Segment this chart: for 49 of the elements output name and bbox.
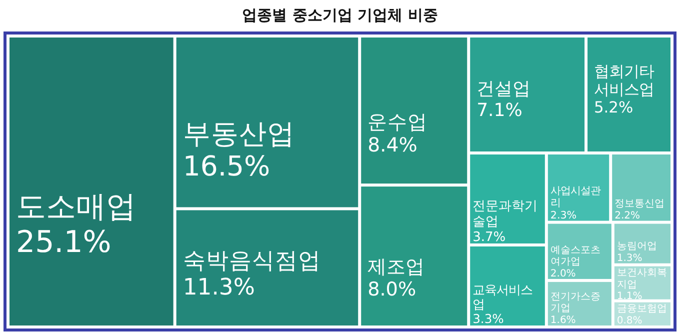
category-label: 제조업 <box>368 255 425 278</box>
data-label: 2.2% <box>614 210 640 222</box>
category-label: 사업시설관리 <box>550 185 600 210</box>
category-label: 정보통신업 <box>614 198 665 210</box>
cell: 도소매업 25.1% <box>10 38 174 326</box>
category-label: 전문과학기술업 <box>472 199 538 230</box>
category-label: 전기가스증기업 <box>550 291 600 314</box>
cell: 숙박음식점업 11.3% <box>176 210 358 326</box>
cell: 예술스포츠여가업 2.0% <box>548 224 612 280</box>
cell: 농림어업 1.3% <box>614 224 670 264</box>
cell: 부동산업 16.5% <box>176 38 358 208</box>
data-label: 3.3% <box>472 312 504 326</box>
category-label: 부동산업 <box>182 118 295 150</box>
category-label: 숙박음식점업 <box>182 248 321 274</box>
cell: 교육서비스업 3.3% <box>470 246 545 326</box>
cell: 협회기타서비스업 5.2% <box>588 38 670 152</box>
cell: 금융보험업 0.8% <box>614 302 670 326</box>
cell: 운수업 8.4% <box>361 38 468 184</box>
data-label: 5.2% <box>594 98 634 117</box>
category-label: 교육서비스업 <box>472 282 533 312</box>
category-label: 건설업 <box>476 78 531 100</box>
data-label: 25.1% <box>16 224 112 260</box>
cell: 보건사회복지업 1.1% <box>614 266 670 302</box>
data-label: 1.6% <box>550 315 576 326</box>
data-label: 7.1% <box>476 100 522 121</box>
data-label: 8.0% <box>368 278 416 301</box>
data-label: 16.5% <box>182 150 270 183</box>
data-label: 2.0% <box>550 268 576 280</box>
cell: 전문과학기술업 3.7% <box>470 154 545 245</box>
data-label: 0.8% <box>616 315 642 326</box>
category-label: 운수업 <box>368 110 428 134</box>
text: 업종별 중소기업 기업체 비중 <box>242 6 438 24</box>
category-label: 도소매업 <box>16 189 136 224</box>
data-label: 2.3% <box>550 209 577 222</box>
data-label: 11.3% <box>182 274 255 301</box>
cell: 제조업 8.0% <box>361 186 468 326</box>
data-label: 8.4% <box>368 134 418 157</box>
category-label: 예술스포츠여가업 <box>550 244 600 268</box>
cell: 정보통신업 2.2% <box>612 154 670 222</box>
category-label: 보건사회복지업 <box>616 268 667 290</box>
category-label: 농림어업 <box>616 241 657 252</box>
cell: 전기가스증기업 1.6% <box>548 282 612 326</box>
cell: 건설업 7.1% <box>470 38 585 152</box>
data-label: 1.3% <box>616 252 642 264</box>
cell: 사업시설관리 2.3% <box>548 154 610 222</box>
data-label: 3.7% <box>472 230 506 245</box>
category-label: 협회기타서비스업 <box>594 62 654 98</box>
data-label: 1.1% <box>616 291 642 302</box>
category-label: 금융보험업 <box>616 304 667 315</box>
